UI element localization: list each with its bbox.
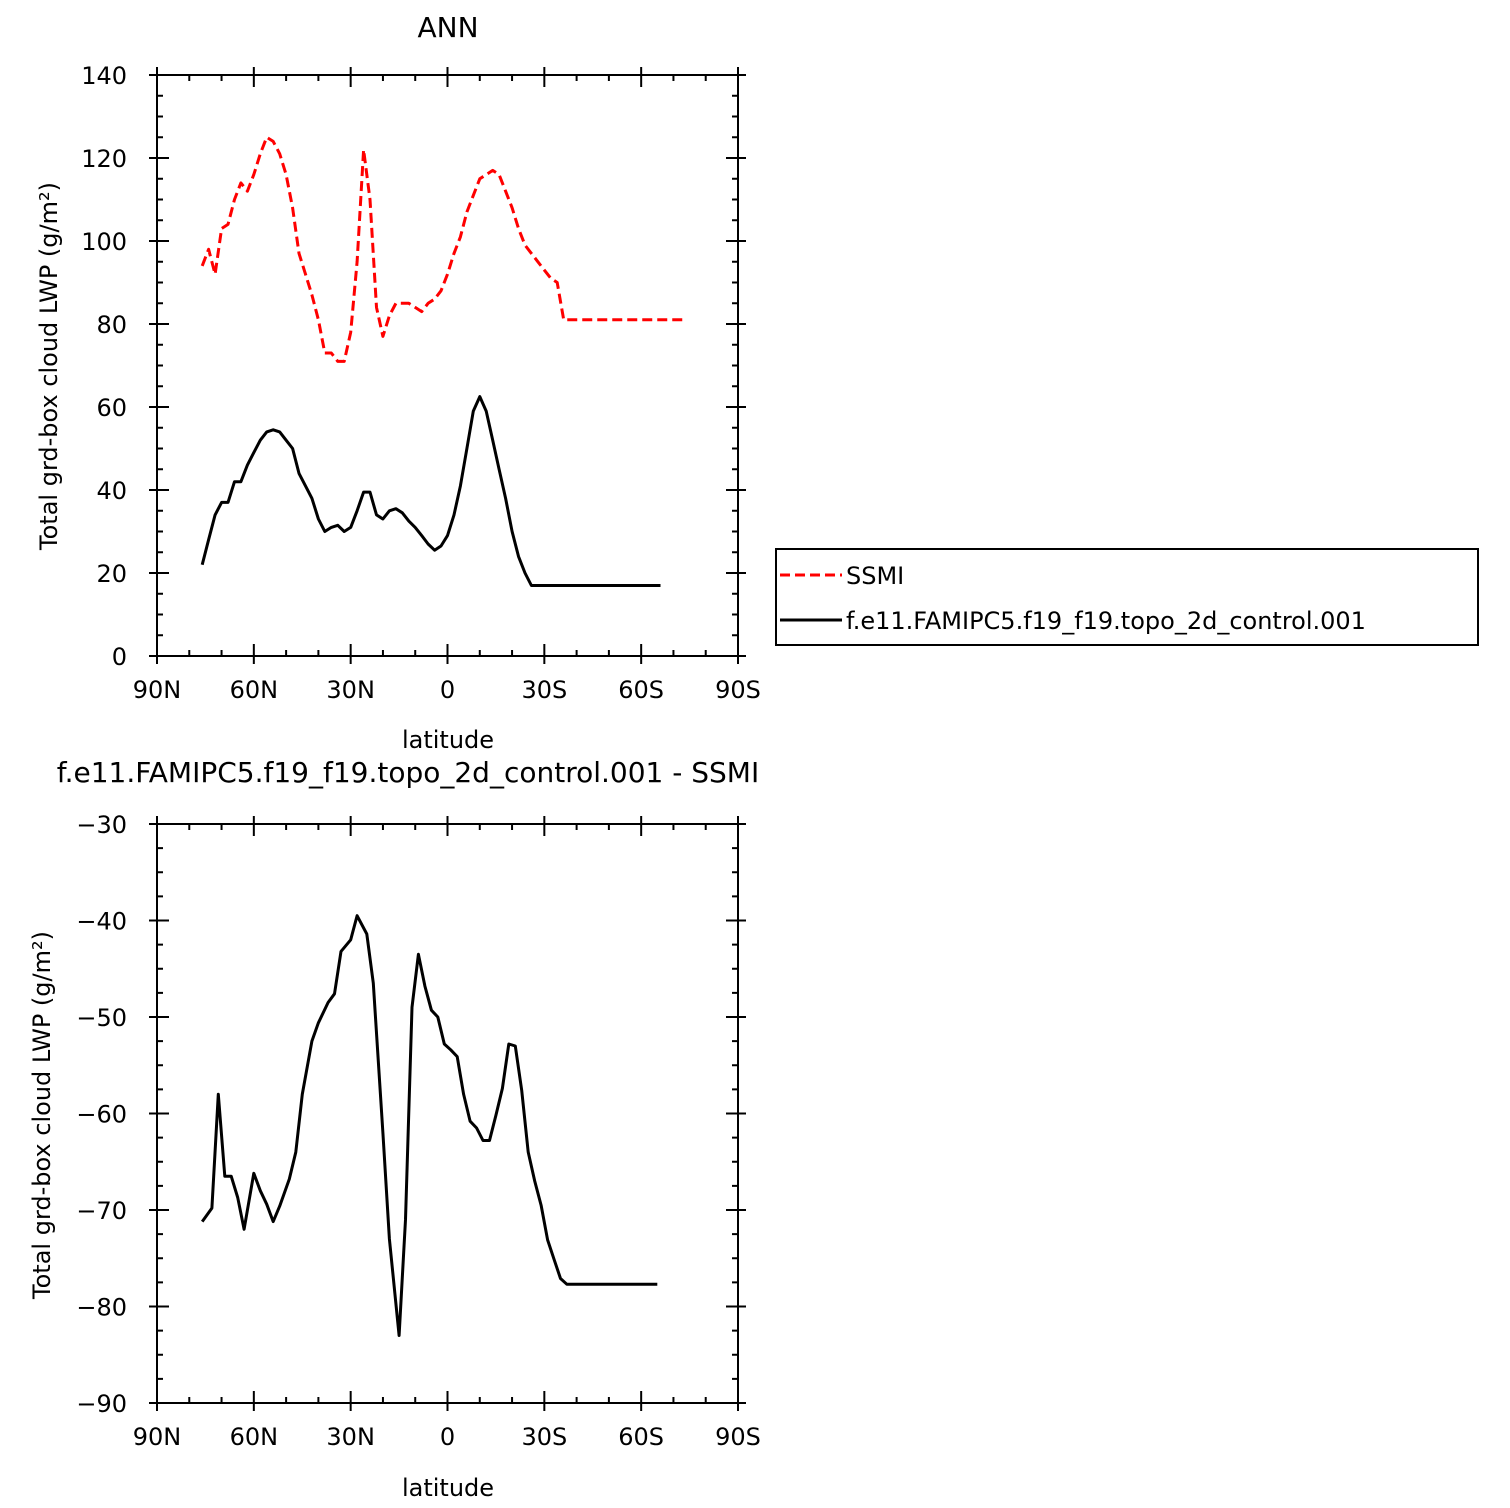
bottom-x-axis-label: latitude (402, 1474, 494, 1502)
top-series-line-1 (200, 395, 661, 587)
bottom-y-tick-label: −90 (76, 1390, 127, 1418)
bottom-x-tick-label: 60S (618, 1423, 664, 1451)
legend-box (775, 548, 1479, 646)
bottom-y-tick-label: −40 (76, 908, 127, 936)
top-x-tick-label: 0 (440, 676, 455, 704)
top-x-tick-label: 30S (521, 676, 567, 704)
bottom-y-tick-label: −50 (76, 1004, 127, 1032)
bottom-y-tick-label: −60 (76, 1101, 127, 1129)
top-y-tick-label: 80 (96, 311, 127, 339)
top-x-tick-label: 30N (326, 676, 375, 704)
top-y-tick-label: 120 (81, 145, 127, 173)
bottom-y-axis-label: Total grd-box cloud LWP (g/m²) (28, 931, 56, 1300)
bottom-x-tick-label: 90S (715, 1423, 761, 1451)
bottom-series-line-0 (200, 914, 658, 1337)
top-y-tick-label: 40 (96, 477, 127, 505)
bottom-x-tick-label: 30S (521, 1423, 567, 1451)
top-x-tick-label: 60N (230, 676, 279, 704)
bottom-panel: f.e11.FAMIPC5.f19_f19.topo_2d_control.00… (28, 756, 761, 1502)
top-y-tick-label: 0 (112, 643, 127, 671)
top-series-line-0 (200, 135, 687, 363)
top-x-tick-label: 90S (715, 676, 761, 704)
top-panel-title: ANN (417, 11, 478, 44)
bottom-x-tick-label: 0 (440, 1423, 455, 1451)
bottom-y-tick-label: −30 (76, 811, 127, 839)
bottom-y-tick-label: −70 (76, 1197, 127, 1225)
top-plot-frame (156, 74, 739, 657)
top-y-tick-label: 140 (81, 62, 127, 90)
top-x-tick-label: 60S (618, 676, 664, 704)
legend-label-ssmi: SSMI (846, 562, 904, 590)
bottom-y-tick-label: −80 (76, 1294, 127, 1322)
bottom-panel-title: f.e11.FAMIPC5.f19_f19.topo_2d_control.00… (57, 756, 759, 789)
top-y-tick-label: 60 (96, 394, 127, 422)
bottom-x-tick-label: 60N (230, 1423, 279, 1451)
top-x-axis-label: latitude (402, 726, 494, 754)
top-y-axis-label: Total grd-box cloud LWP (g/m²) (35, 182, 63, 551)
bottom-x-tick-label: 90N (133, 1423, 182, 1451)
top-y-tick-label: 20 (96, 560, 127, 588)
top-y-tick-label: 100 (81, 228, 127, 256)
legend: SSMI f.e11.FAMIPC5.f19_f19.topo_2d_contr… (775, 548, 1479, 646)
bottom-x-tick-label: 30N (326, 1423, 375, 1451)
top-x-tick-label: 90N (133, 676, 182, 704)
legend-label-model: f.e11.FAMIPC5.f19_f19.topo_2d_control.00… (846, 607, 1366, 635)
top-panel: ANN 90N 60N 30N 0 30S 60S 90S 0 20 40 60 80 100 120 14… (35, 11, 761, 754)
bottom-plot-frame (156, 823, 739, 1404)
